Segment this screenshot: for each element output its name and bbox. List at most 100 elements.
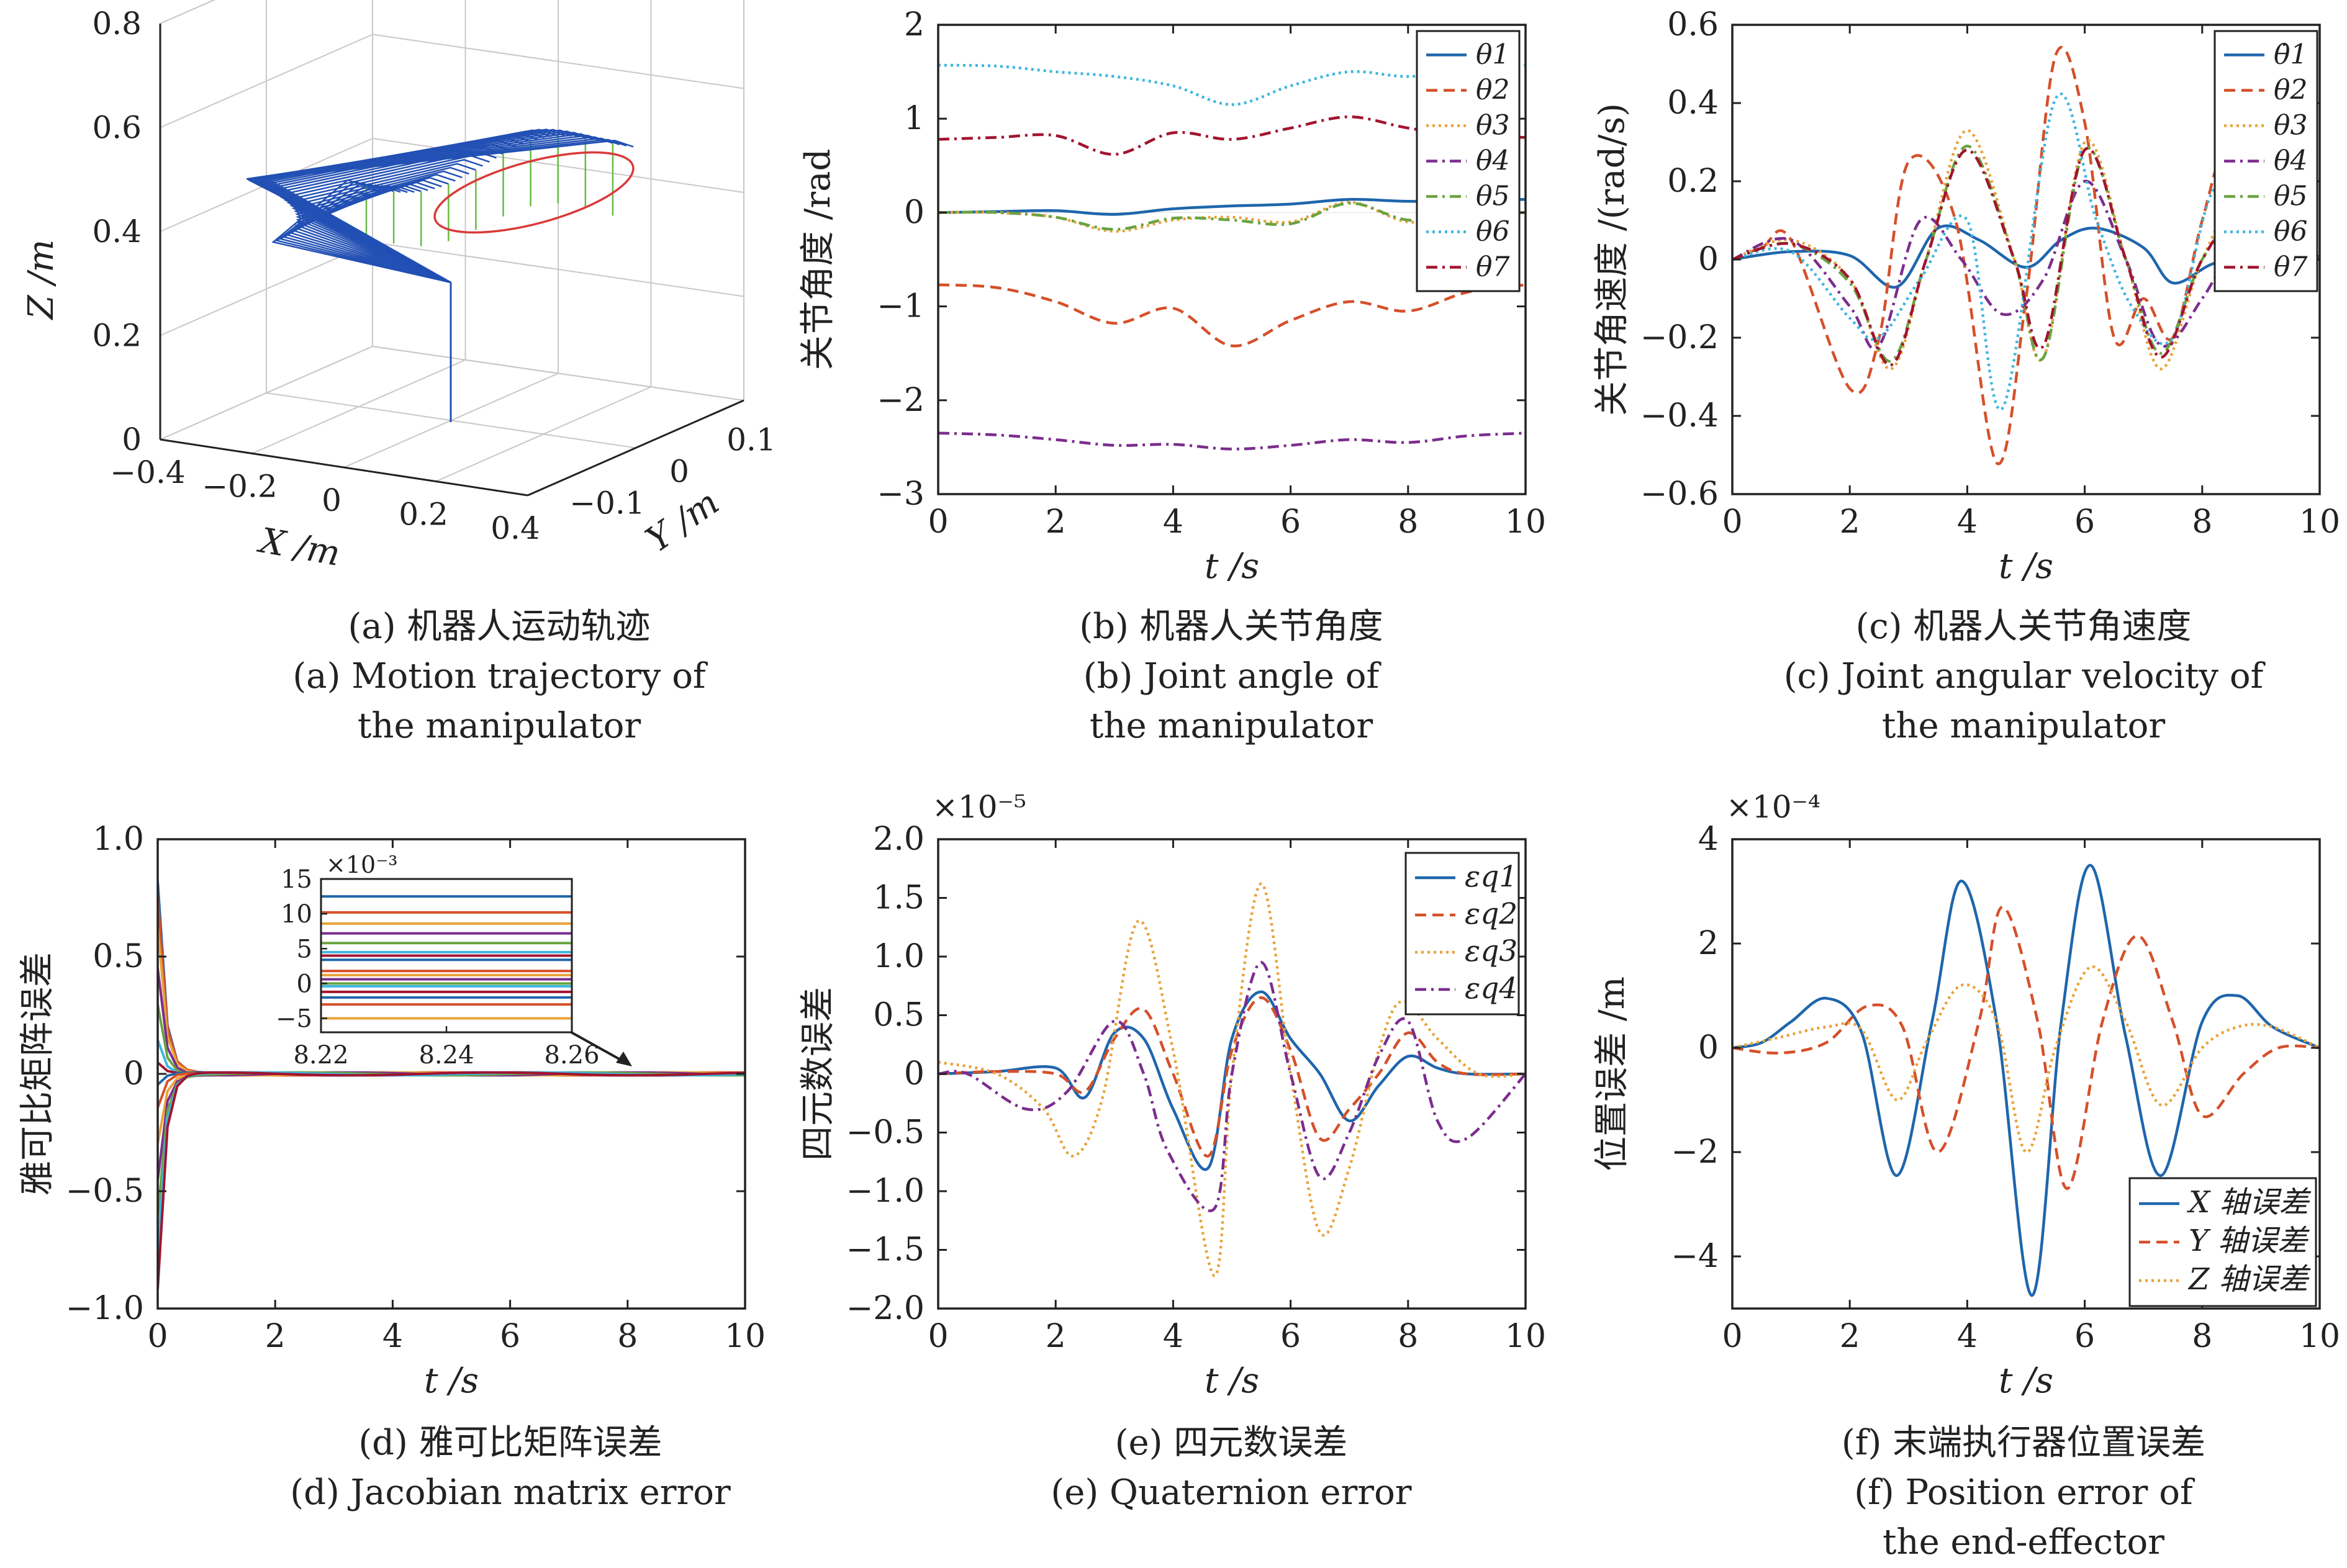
x-tick-label: 8 — [2192, 503, 2212, 541]
caption-c-en-2: the manipulator — [1881, 706, 2166, 746]
inset-y-tick-label: −5 — [276, 1005, 312, 1034]
x-axis-title: t /s — [424, 1361, 479, 1401]
arm-pose — [291, 185, 451, 284]
plot-frame — [937, 24, 1527, 495]
y-tick-label: 1.0 — [873, 938, 925, 975]
y-tick-label: −2.0 — [846, 1290, 925, 1327]
y-tick-label: −0.5 — [66, 1173, 144, 1210]
x-tick-label: 0 — [1722, 1318, 1742, 1355]
y-tick-label: −3 — [877, 475, 925, 513]
legend-label: θ5 — [1476, 181, 1509, 212]
plot-area-c — [1732, 45, 2320, 466]
decay-line — [158, 1071, 745, 1144]
inset-arrow-head — [616, 1052, 632, 1066]
plot-frame — [156, 838, 746, 1310]
plot-frame — [1731, 24, 2321, 495]
y-tick-label: 0.1 — [726, 422, 776, 458]
y-tick-label: 0.4 — [1667, 84, 1719, 122]
x-tick-label: 0 — [928, 503, 948, 541]
y-tick-label: −2 — [877, 382, 925, 419]
y-tick-label: −0.2 — [1640, 319, 1719, 356]
x-tick-label: 2 — [1840, 1318, 1860, 1355]
legend-label: θ2 — [2274, 74, 2307, 106]
decay-line — [158, 1071, 745, 1109]
y-tick-label: 1.5 — [873, 880, 925, 917]
series-line-s3 — [938, 882, 1526, 1277]
inset: 8.22 8.24 8.26 −5 0 5 10 15 ×10⁻³ — [276, 851, 632, 1070]
inset-y-tick-label: 10 — [281, 900, 312, 929]
arm-pose — [294, 176, 451, 284]
y-tick-label: 0 — [1698, 241, 1719, 278]
inset-y-tick-label: 15 — [281, 865, 312, 894]
series-line-s6 — [938, 63, 1526, 106]
y-axis-title: Y /m — [639, 482, 726, 561]
series-line-s4 — [938, 961, 1526, 1212]
inset-y-tick-label: 0 — [297, 970, 312, 998]
target-ellipse — [433, 151, 635, 234]
x-tick-label: 4 — [382, 1318, 403, 1355]
z-axis-title: Z /m — [21, 240, 61, 321]
plot-area-e — [938, 882, 1526, 1277]
series-line-s6 — [1732, 92, 2320, 412]
caption-e-zh: (e) 四元数误差 — [1115, 1423, 1348, 1463]
y-tick-label: 0 — [1698, 1029, 1719, 1066]
arm-pose — [296, 179, 451, 284]
y-axis-title: 关节角速度 /(rad/s) — [1592, 103, 1632, 416]
x-tick-label: 6 — [500, 1318, 520, 1355]
legend-label: θ3 — [2274, 110, 2307, 142]
caption-f: (f) 末端执行器位置误差 (f) Position error of the … — [1651, 1418, 2347, 1567]
x-tick-label: −0.4 — [110, 454, 185, 490]
x-tick-label: 6 — [2074, 503, 2095, 541]
legend-label: X 轴误差 — [2186, 1185, 2311, 1220]
y-tick-label: 0 — [669, 454, 689, 490]
y-tick-label: −4 — [1671, 1238, 1719, 1275]
series-line-s4 — [1732, 179, 2320, 351]
plot-frame — [1731, 838, 2321, 1310]
caption-d-zh: (d) 雅可比矩阵误差 — [358, 1423, 662, 1463]
caption-a: (a) 机器人运动轨迹 (a) Motion trajectory of the… — [127, 602, 872, 751]
series-line-s2 — [1732, 905, 2320, 1191]
inset-x-tick-label: 8.26 — [544, 1041, 599, 1070]
y-axis-title: 关节角度 /rad — [798, 149, 838, 371]
legend-label: θ6 — [1476, 216, 1509, 248]
y-tick-label: 1.0 — [93, 821, 144, 858]
caption-f-en-2: the end-effector — [1883, 1522, 2164, 1562]
axis-exponent: ×10⁻⁴ — [1726, 789, 1820, 825]
legend-label: Y 轴误差 — [2189, 1223, 2310, 1258]
legend-label: Z 轴误差 — [2187, 1262, 2311, 1297]
legend-label: εq1 — [1465, 860, 1517, 894]
y-tick-label: 0.6 — [1667, 6, 1719, 43]
y-tick-label: 0.2 — [1667, 163, 1719, 200]
x-tick-label: 4 — [1163, 1318, 1183, 1355]
inset-y-tick-label: 5 — [297, 935, 312, 963]
caption-b-zh: (b) 机器人关节角度 — [1079, 606, 1383, 647]
y-tick-label: −0.6 — [1640, 475, 1719, 513]
z-tick-label: 0.6 — [92, 110, 142, 146]
legend-label: θ7 — [2274, 251, 2307, 283]
legend-label: θ2 — [1476, 74, 1509, 106]
caption-e: (e) 四元数误差 (e) Quaternion error — [859, 1418, 1604, 1518]
z-tick-label: 0 — [122, 421, 142, 457]
legend-label: θ3 — [1476, 110, 1509, 142]
series-line-s1 — [1732, 863, 2320, 1297]
arm-pose — [293, 174, 456, 284]
caption-a-en-1: (a) Motion trajectory of — [292, 656, 706, 696]
y-axis-title: 四元数误差 — [798, 987, 838, 1161]
y-tick-label: 0.5 — [93, 938, 144, 975]
x-tick-label: 8 — [1398, 503, 1418, 541]
caption-a-en-2: the manipulator — [357, 706, 641, 746]
caption-d: (d) 雅可比矩阵误差 (d) Jacobian matrix error — [138, 1418, 883, 1518]
x-tick-label: 8 — [617, 1318, 638, 1355]
plot-area-d — [158, 881, 745, 1289]
x-axis-title: t /s — [1205, 546, 1259, 587]
grid-line — [372, 34, 744, 89]
chart-e: 0 2 4 6 8 10 −2.0 −1.5 −1.0 −0.5 0 0.5 1.0 1.5 2.0 t /s… — [798, 789, 1546, 1401]
inset-x-tick-label: 8.24 — [418, 1041, 474, 1070]
x-axis-title: t /s — [1999, 1361, 2053, 1401]
